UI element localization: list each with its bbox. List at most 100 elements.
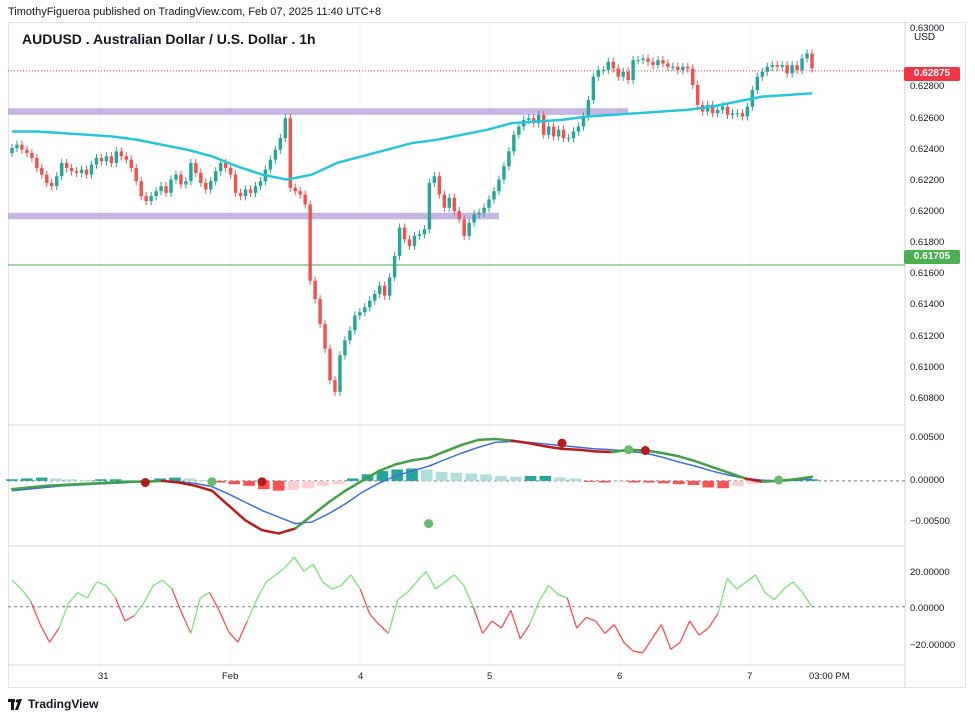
macd-line-segment bbox=[527, 441, 547, 448]
macd-line-segment bbox=[710, 465, 730, 474]
candle-body bbox=[114, 151, 119, 163]
osc-line-segment bbox=[519, 624, 531, 640]
candle-body bbox=[273, 149, 278, 160]
macd-line-segment bbox=[44, 483, 64, 488]
macd-histogram-bar bbox=[613, 480, 626, 482]
osc-line-segment bbox=[340, 574, 352, 586]
osc-line-segment bbox=[557, 593, 568, 599]
candle-body bbox=[15, 144, 19, 149]
osc-line-segment bbox=[30, 601, 41, 625]
macd-histogram-bar bbox=[569, 478, 581, 481]
macd-tick: 0.00000 bbox=[910, 475, 945, 486]
last-price-badge: 0.62875 bbox=[904, 67, 960, 81]
candle-body bbox=[318, 298, 322, 324]
candle-body bbox=[268, 159, 273, 170]
macd-histogram-bar bbox=[109, 479, 122, 481]
candle-body bbox=[204, 182, 208, 190]
sr-zone bbox=[8, 108, 629, 115]
macd-cross-dot bbox=[257, 477, 267, 487]
osc-line-segment bbox=[435, 581, 446, 590]
macd-histogram-bar bbox=[524, 475, 537, 481]
published-caption: TimothyFigueroa published on TradingView… bbox=[8, 6, 382, 18]
candle-body bbox=[184, 181, 188, 185]
candle-body bbox=[308, 204, 312, 281]
candle-body bbox=[626, 71, 630, 81]
macd-line-segment bbox=[677, 455, 697, 463]
osc-line-segment bbox=[49, 627, 60, 643]
candle-body bbox=[149, 196, 153, 202]
osc-line-segment bbox=[397, 592, 408, 601]
tradingview-logo[interactable]: TradingView bbox=[8, 697, 98, 711]
macd-histogram-bar bbox=[317, 480, 329, 486]
macd-histogram-bar bbox=[643, 480, 655, 483]
oscillator-pane bbox=[8, 556, 905, 654]
osc-line-segment bbox=[209, 592, 220, 611]
osc-line-segment bbox=[378, 624, 389, 634]
osc-line-segment bbox=[143, 585, 154, 604]
candle-body bbox=[119, 151, 124, 157]
candle-body bbox=[169, 179, 173, 193]
osc-line-segment bbox=[444, 574, 455, 583]
osc-line-segment bbox=[246, 599, 258, 622]
osc-line-segment bbox=[369, 613, 380, 625]
candle-body bbox=[631, 60, 635, 81]
macd-line-segment bbox=[27, 484, 47, 489]
candle-body bbox=[780, 65, 784, 67]
macd-cross-dot bbox=[207, 477, 217, 487]
candle-body bbox=[223, 162, 228, 168]
osc-line-segment bbox=[783, 581, 794, 590]
price-tick: 0.61600 bbox=[910, 268, 945, 279]
symbol-title[interactable]: AUDUSD . Australian Dollar / U.S. Dollar… bbox=[22, 31, 316, 47]
macd-line-segment bbox=[160, 479, 180, 484]
candle-body bbox=[278, 138, 283, 150]
candle-body bbox=[303, 194, 307, 205]
candle-body bbox=[74, 171, 79, 173]
osc-line-segment bbox=[199, 592, 210, 599]
macd-cross-dot bbox=[640, 446, 650, 456]
osc-tick: 20.00000 bbox=[910, 567, 950, 578]
candle-body bbox=[512, 134, 516, 152]
macd-histogram-bar bbox=[183, 478, 196, 481]
candle-body bbox=[179, 174, 183, 185]
macd-histogram-bar bbox=[35, 477, 48, 481]
sr-zone bbox=[8, 212, 499, 220]
osc-line-segment bbox=[114, 597, 126, 622]
grid bbox=[8, 22, 906, 688]
candle-body bbox=[30, 153, 34, 158]
candle-body bbox=[397, 227, 402, 256]
candle-body bbox=[218, 162, 223, 172]
price-tick: 0.61800 bbox=[910, 237, 945, 248]
macd-histogram-bar bbox=[583, 480, 596, 482]
osc-line-segment bbox=[265, 574, 276, 583]
osc-line-segment bbox=[745, 574, 756, 583]
osc-line-segment bbox=[642, 638, 653, 654]
candle-body bbox=[616, 68, 620, 77]
candle-body bbox=[54, 176, 59, 187]
candle-body bbox=[477, 212, 481, 215]
macd-histogram-bar bbox=[50, 478, 63, 481]
macd-line-segment bbox=[10, 486, 30, 491]
macd-line-segment bbox=[594, 450, 614, 454]
candle-body bbox=[795, 65, 799, 71]
macd-line-segment bbox=[727, 471, 747, 480]
candle-body bbox=[89, 164, 94, 175]
macd-line-segment bbox=[210, 489, 230, 507]
candle-body bbox=[775, 65, 779, 67]
candle-body bbox=[209, 181, 213, 190]
macd-line-segment bbox=[260, 528, 280, 535]
candle-body bbox=[84, 169, 89, 175]
chart-frame[interactable] bbox=[8, 22, 966, 688]
candle-body bbox=[745, 106, 750, 117]
candle-body bbox=[566, 138, 571, 140]
osc-line-segment bbox=[707, 613, 719, 629]
candle-body bbox=[343, 340, 347, 356]
macd-histogram-bar bbox=[495, 475, 507, 481]
candle-body bbox=[69, 167, 74, 172]
candle-body bbox=[720, 106, 725, 110]
osc-line-segment bbox=[689, 620, 700, 636]
macd-line-segment bbox=[477, 437, 497, 442]
candle-body bbox=[129, 159, 133, 168]
price-tick: 0.62600 bbox=[910, 113, 945, 124]
candle-body bbox=[462, 219, 466, 236]
